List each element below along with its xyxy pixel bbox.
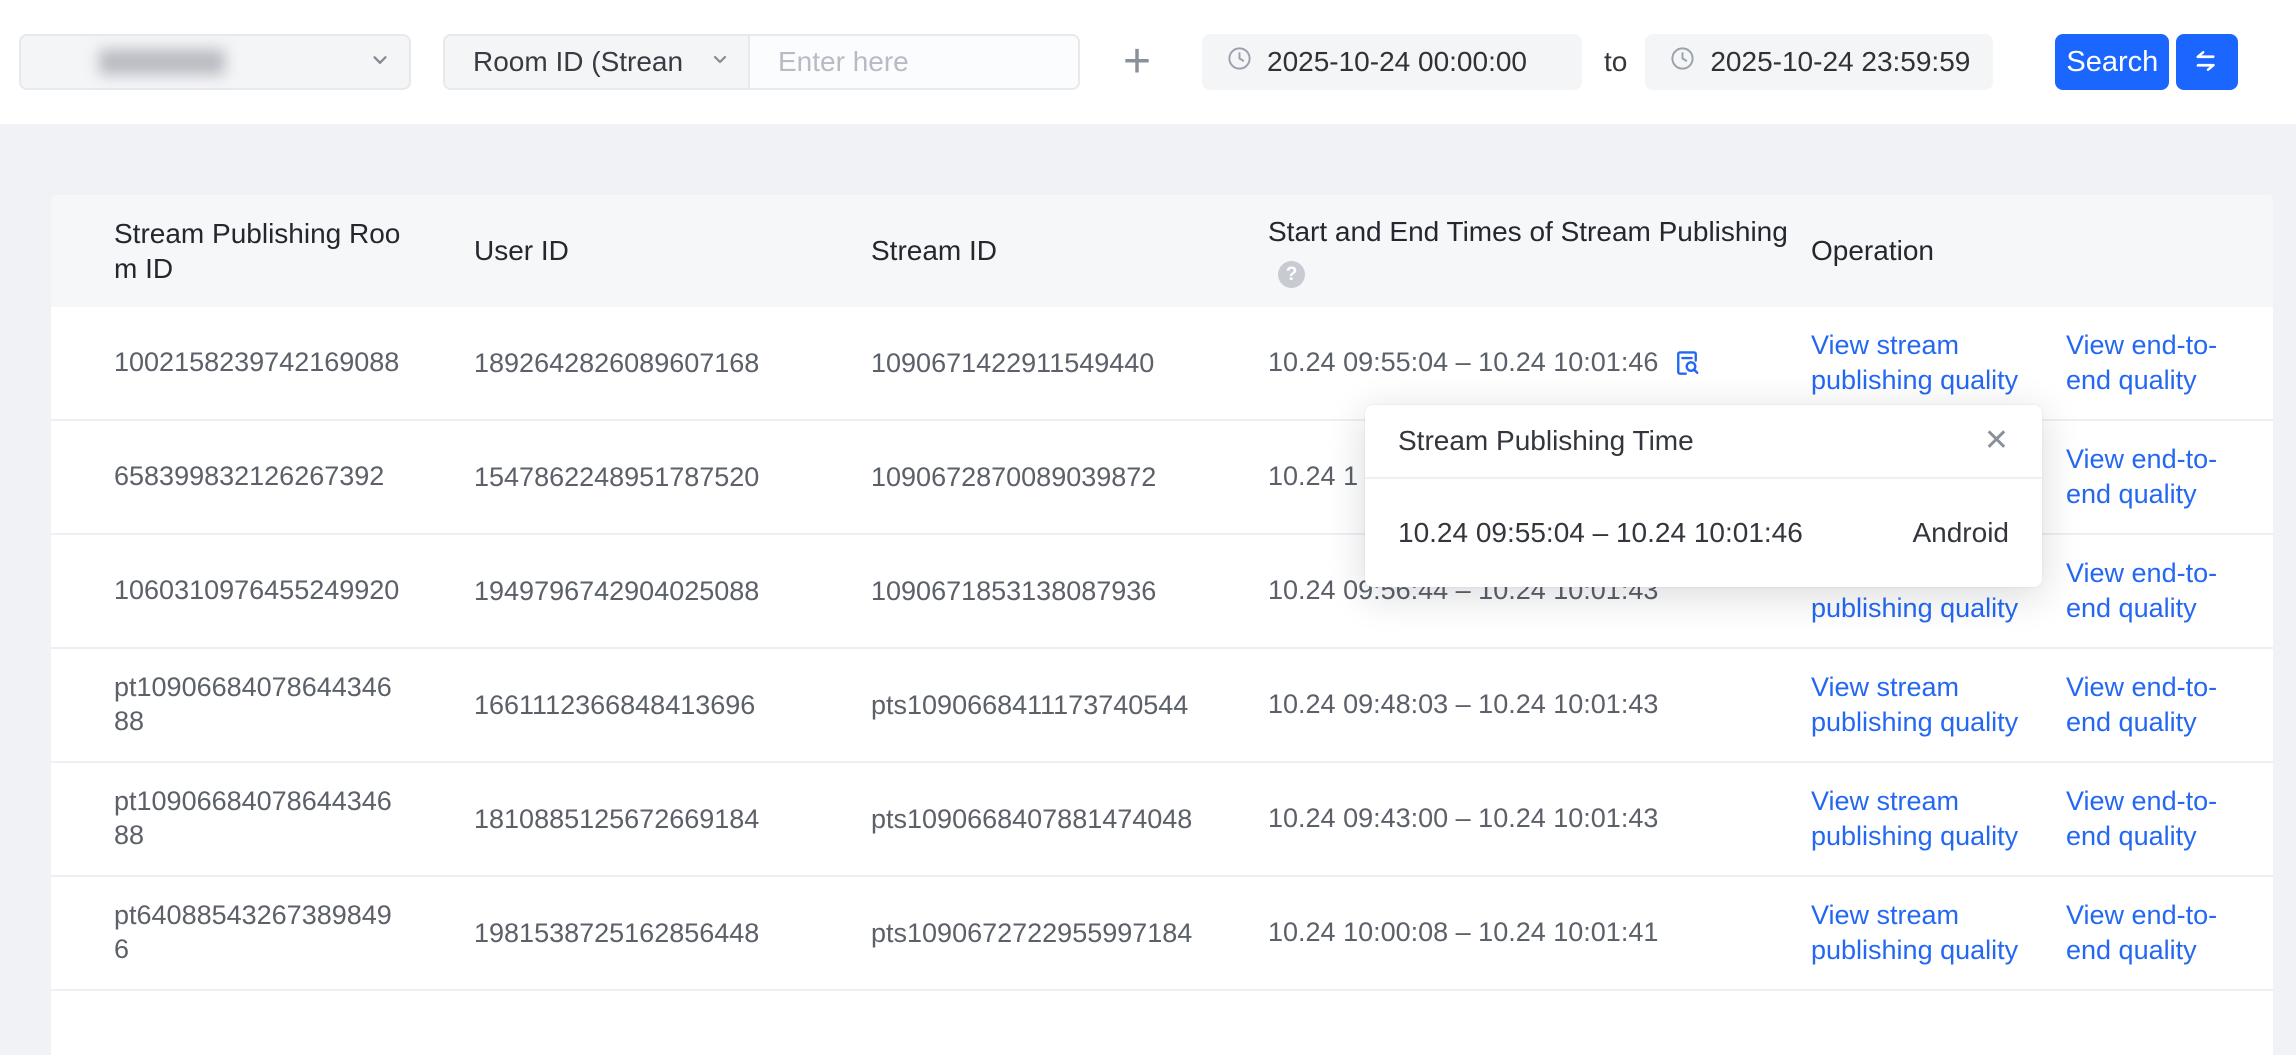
room-id-cell: pt1090668407864434688 [114,672,392,736]
filter-toolbar: Room ID (Strean + 2025-10-24 00:00:00 to… [0,0,2296,124]
table-header-row: Stream Publishing Room ID User ID Stream… [51,195,2273,307]
user-id-cell: 1661112366848413696 [474,689,756,720]
filter-value-input[interactable] [750,36,1078,88]
time-cell: 10.24 09:55:04 – 10.24 10:01:46 [1268,346,1811,380]
stream-publishing-time-popup: Stream Publishing Time ✕ 10.24 09:55:04 … [1365,405,2042,587]
close-icon[interactable]: ✕ [1983,424,2009,457]
view-stream-publishing-quality-link[interactable]: View stream publishing quality [1811,329,2019,395]
popup-publish-time: 10.24 09:55:04 – 10.24 10:01:46 [1398,517,1803,548]
stream-id-cell: 1090671853138087936 [871,575,1157,606]
swap-query-button[interactable] [2176,34,2239,90]
user-id-cell: 1810885125672669184 [474,803,760,834]
user-id-cell: 1981538725162856448 [474,917,760,948]
date-range-separator: to [1604,46,1628,77]
stream-id-cell: 1090672870089039872 [871,461,1157,492]
clock-icon [1669,45,1696,79]
view-stream-publishing-quality-link[interactable]: View stream publishing quality [1811,785,2019,851]
popup-platform: Android [1912,517,2009,548]
popup-title: Stream Publishing Time [1398,425,1694,456]
table-row: pt1090668407864434688 181088512567266918… [51,763,2273,877]
room-id-cell: pt1090668407864434688 [114,786,392,850]
room-id-cell: pt640885432673898496 [114,900,392,964]
stream-records-table: Stream Publishing Room ID User ID Stream… [51,195,2273,1055]
time-cell: 10.24 09:48:03 – 10.24 10:01:43 [1268,689,1659,720]
app-select[interactable] [19,34,411,90]
end-datetime-picker[interactable]: 2025-10-24 23:59:59 [1645,34,1994,90]
filter-field-select[interactable]: Room ID (Strean [445,36,748,88]
help-icon[interactable]: ? [1278,261,1305,289]
start-datetime-picker[interactable]: 2025-10-24 00:00:00 [1202,34,1582,90]
view-end-to-end-quality-link[interactable]: View end-to-end quality [2066,899,2218,965]
view-end-to-end-quality-link[interactable]: View end-to-end quality [2066,671,2218,737]
table-row: 1002158239742169088 1892642826089607168 … [51,307,2273,421]
swap-arrows-icon [2191,45,2223,80]
user-id-cell: 1892642826089607168 [474,347,760,378]
room-id-cell: 658399832126267392 [114,461,385,492]
column-header-user-id: User ID [474,235,569,266]
filter-field-label: Room ID (Strean [473,46,684,77]
stream-id-cell: pts1090668407881474048 [871,803,1193,834]
column-header-operation: Operation [1811,234,1934,266]
user-id-cell: 1547862248951787520 [474,461,760,492]
view-end-to-end-quality-link[interactable]: View end-to-end quality [2066,557,2218,623]
add-filter-button[interactable]: + [1122,35,1152,88]
view-stream-publishing-quality-link[interactable]: View stream publishing quality [1811,671,2019,737]
column-header-times: Start and End Times of Stream Publishing… [1268,214,1811,289]
time-cell: 10.24 1 [1268,461,1359,492]
table-row: pt1090668407864434688 166111236684841369… [51,649,2273,763]
view-end-to-end-quality-link[interactable]: View end-to-end quality [2066,329,2218,395]
clock-icon [1226,45,1253,79]
chevron-down-icon [708,46,732,78]
time-cell: 10.24 09:43:00 – 10.24 10:01:43 [1268,803,1659,834]
user-id-cell: 1949796742904025088 [474,575,760,606]
end-datetime-value: 2025-10-24 23:59:59 [1710,46,1971,77]
stream-id-cell: pts1090672722955997184 [871,917,1193,948]
column-header-stream-id: Stream ID [871,235,998,266]
view-end-to-end-quality-link[interactable]: View end-to-end quality [2066,785,2218,851]
chevron-down-icon [367,47,393,78]
room-id-cell: 1002158239742169088 [114,347,400,378]
stream-id-cell: pts1090668411173740544 [871,689,1189,720]
search-button[interactable]: Search [2055,34,2170,90]
view-stream-publishing-quality-link[interactable]: View stream publishing quality [1811,899,2019,965]
filter-value-field [748,36,1078,88]
table-row: pt640885432673898496 1981538725162856448… [51,877,2273,991]
column-header-room-id: Stream Publishing Room ID [114,218,401,284]
start-datetime-value: 2025-10-24 00:00:00 [1267,46,1527,77]
room-id-cell: 1060310976455249920 [114,575,400,606]
time-cell: 10.24 10:00:08 – 10.24 10:01:41 [1268,917,1659,948]
redacted-app-name [99,49,225,75]
popup-entry-row: 10.24 09:55:04 – 10.24 10:01:46 Android [1365,479,2042,587]
view-publish-times-icon[interactable] [1672,348,1702,378]
filter-combo: Room ID (Strean [443,34,1080,90]
stream-id-cell: 1090671422911549440 [871,347,1155,378]
view-end-to-end-quality-link[interactable]: View end-to-end quality [2066,443,2218,509]
